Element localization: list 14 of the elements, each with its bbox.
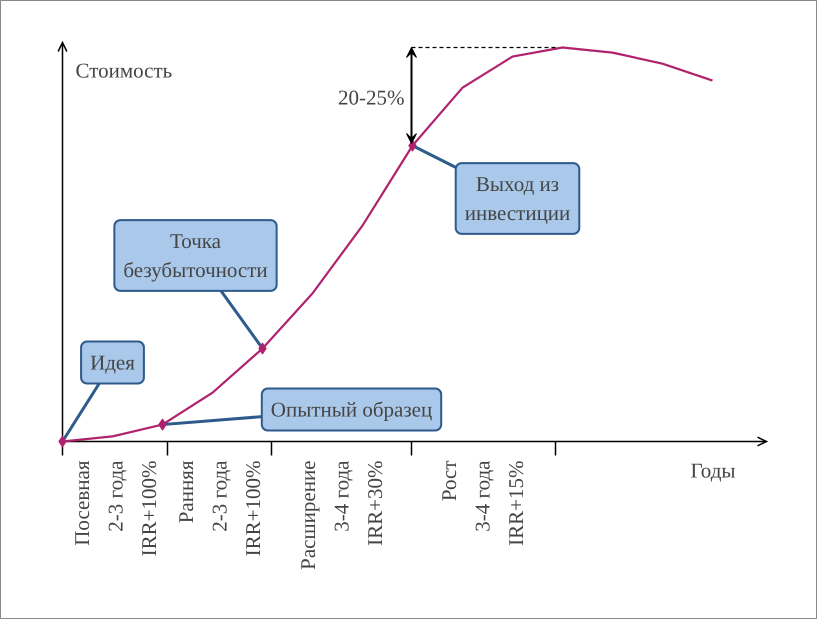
- annotation: Опытный образец: [270, 398, 432, 422]
- text: Рост 3-4 года IRR+15%: [436, 460, 528, 546]
- point: [58, 436, 67, 448]
- annotation: Точка безубыточности: [123, 229, 268, 282]
- x-axis-title: Годы: [690, 458, 736, 482]
- point: [258, 342, 267, 355]
- text: Посевная 2-3 года IRR+100%: [70, 460, 162, 556]
- annotation: 20-25%: [338, 86, 405, 110]
- annotation: Выход из инвестиции: [464, 172, 570, 225]
- point: [158, 418, 167, 431]
- annotation: Идея: [90, 350, 136, 374]
- text: Расширение 3-4 года IRR+30%: [296, 460, 388, 570]
- y-axis-title: Стоимость: [76, 58, 172, 82]
- text: Ранняя 2-3 года IRR+100%: [174, 460, 266, 556]
